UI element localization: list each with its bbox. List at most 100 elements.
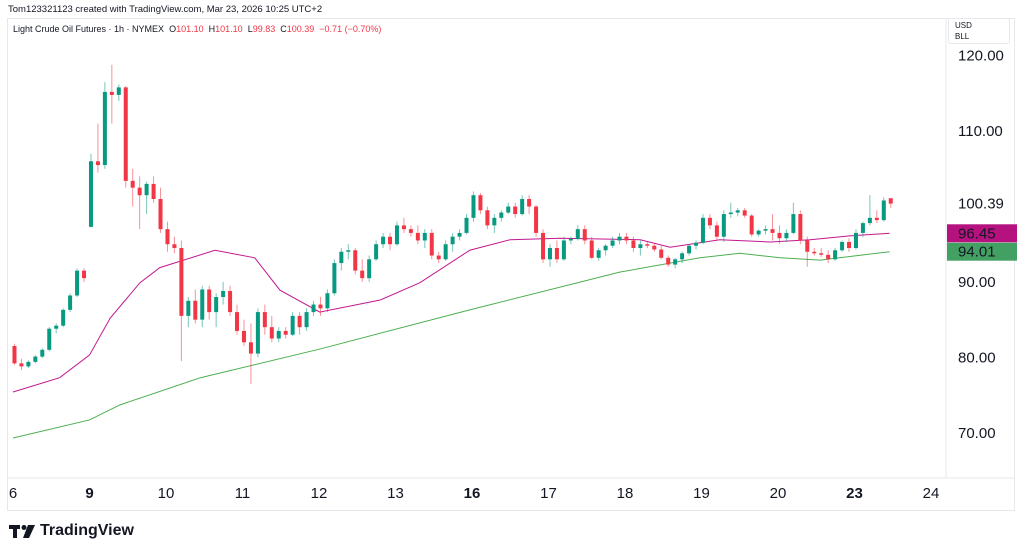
candle-body [165,229,170,245]
candle [596,248,601,261]
unit-label: BLL [955,32,970,41]
time-tick-label: 23 [846,485,863,502]
candle-body [40,349,45,357]
candle-body [47,328,52,350]
candle [374,240,379,261]
candle [325,289,330,313]
candle [137,176,142,230]
candle-body [290,315,295,335]
candle [26,360,31,368]
candle [54,323,59,334]
candle [631,236,636,252]
candle [784,229,789,242]
candle [388,232,393,251]
candle-body [694,242,699,246]
candle-body [311,304,316,313]
tradingview-logo: TradingView [9,522,134,540]
candle [401,217,406,233]
candle-body [791,214,796,233]
candle-body [847,241,852,248]
candle [798,210,803,245]
time-tick-label: 13 [387,485,404,502]
candle-body [756,230,761,235]
candle-body [123,87,128,181]
candle-body [784,232,789,239]
candle [812,248,817,256]
candle-body [450,236,455,245]
candle-body [276,330,281,339]
candle-body [624,236,629,241]
close-label: C [280,24,287,34]
candle [652,242,657,252]
candle [728,202,733,218]
candle [367,255,372,282]
candle [241,319,246,347]
candle [276,327,281,343]
time-tick-label: 19 [693,485,710,502]
candle-body [666,257,671,265]
candle [436,251,441,264]
candle-body [561,240,566,260]
candle-body [617,236,622,241]
candle [262,304,267,335]
candle-body [88,161,93,227]
time-tick-label: 10 [158,485,175,502]
candle-body [269,327,274,339]
candle [248,323,253,384]
candle [714,221,719,241]
candle-body [262,312,267,328]
candle [680,251,685,264]
candle [422,229,427,248]
candle-body [401,225,406,230]
candle-body [770,229,775,233]
candle [589,236,594,260]
unit-selector[interactable]: USD BLL [948,18,1010,44]
symbol-name[interactable]: Light Crude Oil Futures · 1h · NYMEX [13,24,165,34]
candle-body [777,232,782,239]
candle [575,225,580,241]
candle [874,210,879,224]
candle-body [408,229,413,233]
candle-body [687,245,692,254]
candle-body [137,187,142,196]
candle-body [749,215,754,235]
candle [687,244,692,256]
candle [394,221,399,246]
candle-body [346,250,351,252]
candle [95,123,100,173]
open-label: O [169,24,177,34]
candle-body [680,253,685,260]
candle-body [638,244,643,248]
candle-body [172,244,177,248]
candle-body [151,183,156,199]
candle-body [144,183,149,196]
candle [214,293,219,328]
candle [610,236,615,248]
time-tick-label: 20 [770,485,787,502]
candle-body [867,217,872,224]
candle [40,348,45,359]
candle-body [881,200,886,221]
candle [123,85,128,188]
candle [144,181,149,215]
change-value: −0.71 (−0.70%) [319,24,382,34]
time-tick-label: 16 [464,485,481,502]
candle-body [179,248,184,316]
candle [853,229,858,250]
candle [819,248,824,258]
candle-body [109,91,114,95]
candle [165,221,170,252]
candle [554,240,559,264]
candle [415,225,420,245]
candle-body [228,290,233,313]
candle [860,221,865,237]
candle [791,202,796,235]
candle-body [735,210,740,213]
candle-body [248,342,253,354]
candle [520,195,525,216]
candle [193,289,198,324]
candle-body [853,232,858,248]
candle [541,229,546,264]
time-tick-label: 6 [9,485,17,502]
